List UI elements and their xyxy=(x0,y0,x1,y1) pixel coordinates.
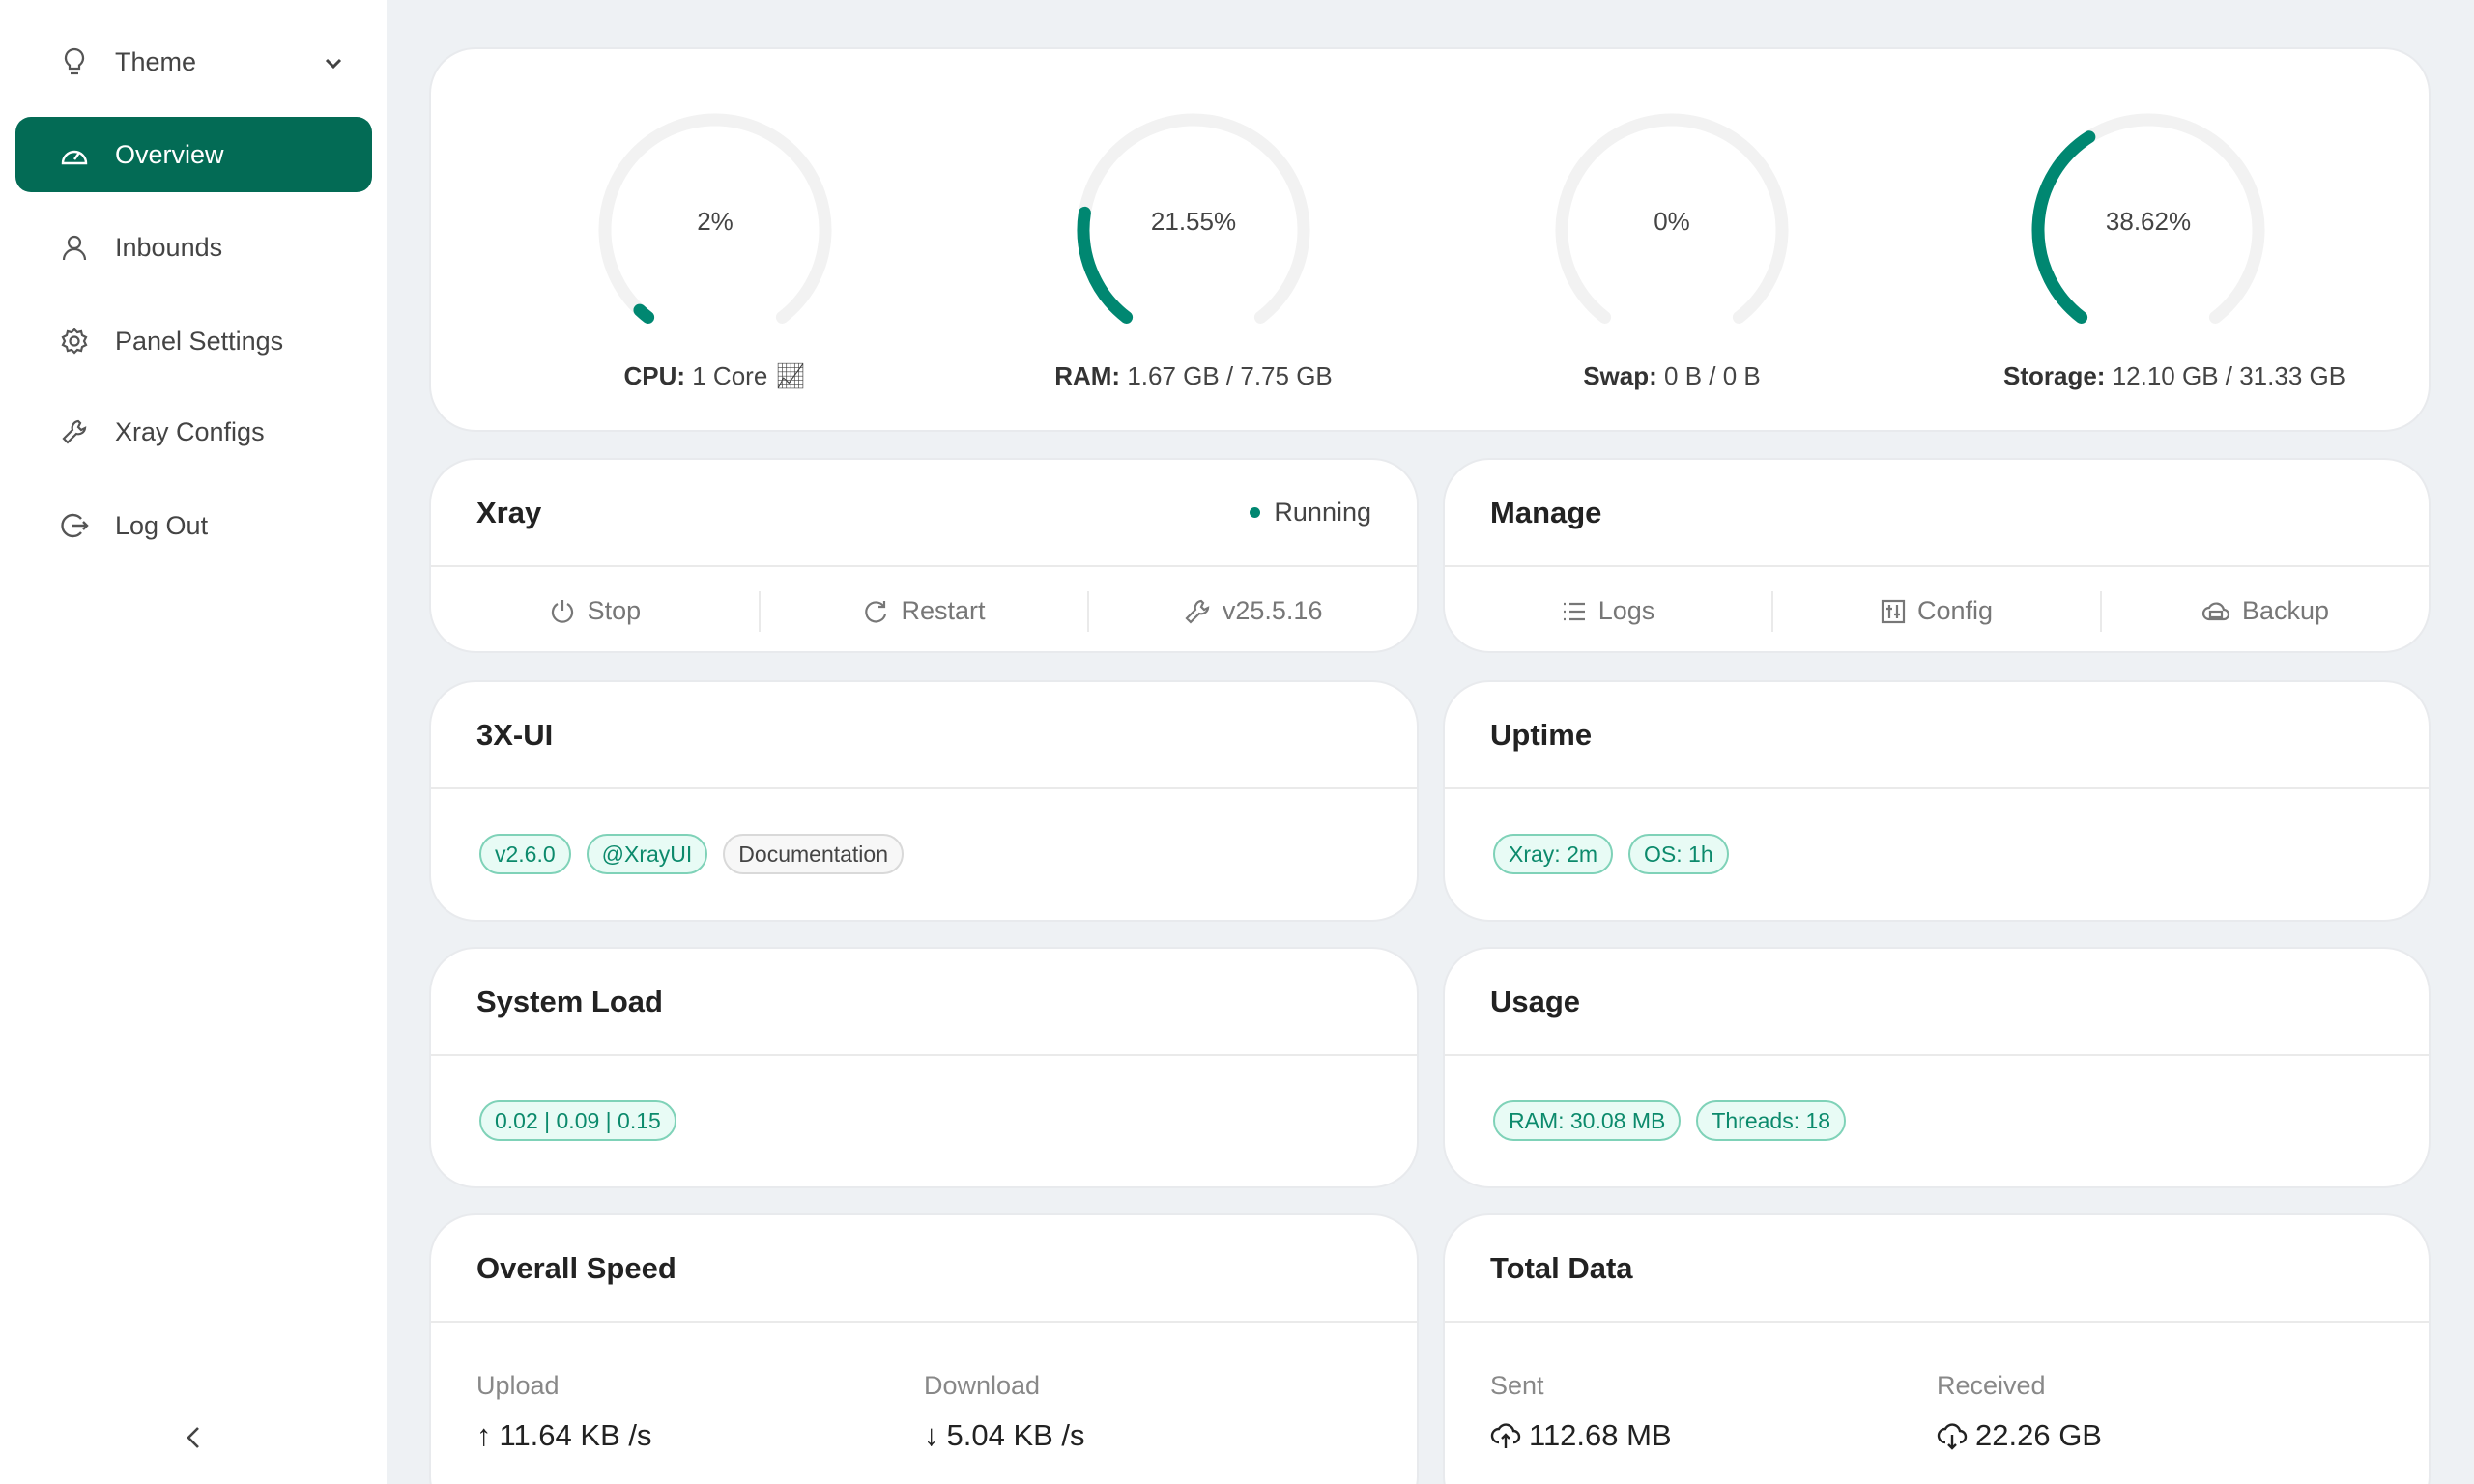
card-title: System Load xyxy=(476,984,663,1018)
arrow-down-icon: ↓ xyxy=(924,1418,939,1452)
stop-button[interactable]: Stop xyxy=(431,590,761,632)
list-icon xyxy=(1563,602,1585,620)
upload-stat: Upload ↑ 11.64 KB /s xyxy=(476,1371,652,1452)
gauge-arc xyxy=(1077,113,1310,324)
version-tag[interactable]: v2.6.0 xyxy=(479,834,571,874)
total-data-card: Total Data Sent 112.68 MB Received 22.26 G… xyxy=(1443,1213,2431,1484)
card-title: Usage xyxy=(1490,984,1581,1018)
chart-icon[interactable]: 📈︎ xyxy=(774,361,807,390)
theme-menu[interactable]: Theme xyxy=(15,24,372,100)
ram-gauge: 21.55% RAM: 1.67 GB / 7.75 GB xyxy=(1049,110,1338,391)
bulb-icon xyxy=(59,46,90,77)
config-button[interactable]: Config xyxy=(1773,590,2102,632)
panel-info-card: 3X-UI v2.6.0 @XrayUI Documentation xyxy=(429,680,1419,922)
manage-card: Manage Logs Config Backup xyxy=(1443,458,2431,653)
wrench-icon xyxy=(59,416,90,447)
swap-gauge: 0% Swap: 0 B / 0 B xyxy=(1527,110,1817,391)
sidebar-item-log-out[interactable]: Log Out xyxy=(15,488,372,563)
threads-tag: Threads: 18 xyxy=(1696,1100,1847,1141)
cloud-upload-icon xyxy=(1490,1423,1521,1448)
sidebar: Theme Overview Inbounds Panel Settings X… xyxy=(0,0,387,1484)
chevron-down-icon xyxy=(324,47,343,77)
telegram-tag[interactable]: @XrayUI xyxy=(586,834,708,874)
card-title: Total Data xyxy=(1490,1250,1633,1285)
cloud-download-icon xyxy=(1937,1423,1968,1450)
gauge-arc xyxy=(1555,113,1789,324)
uptime-card: Uptime Xray: 2m OS: 1h xyxy=(1443,680,2431,922)
gauge-arc xyxy=(2031,113,2265,324)
os-uptime-tag: OS: 1h xyxy=(1628,834,1729,874)
arrow-up-icon: ↑ xyxy=(476,1418,492,1452)
logs-button[interactable]: Logs xyxy=(1445,590,1773,632)
gauge-fill xyxy=(1077,206,1134,324)
gauge-fill xyxy=(2031,130,2096,324)
xray-card: Xray Running Stop Restart v25.5.16 xyxy=(429,458,1419,653)
gauge-fill xyxy=(633,303,655,324)
user-icon xyxy=(59,232,90,263)
usage-card: Usage RAM: 30.08 MB Threads: 18 xyxy=(1443,947,2431,1188)
card-title: Uptime xyxy=(1490,717,1593,752)
sent-stat: Sent 112.68 MB xyxy=(1490,1371,1672,1452)
restart-button[interactable]: Restart xyxy=(761,590,1090,632)
card-title: Xray xyxy=(476,495,542,529)
cpu-gauge: 2% CPU: 1 Core 📈︎ xyxy=(570,110,860,391)
system-load-card: System Load 0.02 | 0.09 | 0.15 xyxy=(429,947,1419,1188)
dashboard-icon xyxy=(59,139,90,170)
card-title: Manage xyxy=(1490,495,1602,529)
sidebar-item-overview[interactable]: Overview xyxy=(15,117,372,192)
xray-uptime-tag: Xray: 2m xyxy=(1493,834,1614,874)
status-badge: Running xyxy=(1250,498,1371,528)
gauge-arc xyxy=(598,113,832,324)
wrench-icon xyxy=(1185,599,1210,624)
card-title: Overall Speed xyxy=(476,1250,676,1285)
reload-icon xyxy=(865,600,887,623)
power-icon xyxy=(551,599,573,623)
xray-version-button[interactable]: v25.5.16 xyxy=(1089,591,1417,632)
gear-icon xyxy=(59,326,90,357)
backup-button[interactable]: Backup xyxy=(2102,591,2429,632)
control-icon xyxy=(1881,599,1906,623)
storage-gauge: 38.62% Storage: 12.10 GB / 31.33 GB xyxy=(2003,110,2345,391)
cloud-server-icon xyxy=(2201,601,2229,620)
download-stat: Download ↓ 5.04 KB /s xyxy=(924,1371,1085,1452)
load-tag: 0.02 | 0.09 | 0.15 xyxy=(479,1100,676,1141)
chevron-left-icon xyxy=(187,1427,199,1448)
ram-usage-tag: RAM: 30.08 MB xyxy=(1493,1100,1682,1141)
received-stat: Received 22.26 GB xyxy=(1937,1371,2102,1452)
logout-icon xyxy=(59,510,90,541)
overall-speed-card: Overall Speed Upload ↑ 11.64 KB /s Downloa… xyxy=(429,1213,1419,1484)
sidebar-item-xray-configs[interactable]: Xray Configs xyxy=(15,394,372,470)
sidebar-item-inbounds[interactable]: Inbounds xyxy=(15,210,372,285)
documentation-tag[interactable]: Documentation xyxy=(723,834,904,874)
collapse-sidebar-button[interactable] xyxy=(179,1422,208,1453)
system-status-card: 2% CPU: 1 Core 📈︎ 21.55% RAM: 1.67 GB / … xyxy=(429,47,2431,432)
card-title: 3X-UI xyxy=(476,717,554,752)
sidebar-item-panel-settings[interactable]: Panel Settings xyxy=(15,303,372,379)
